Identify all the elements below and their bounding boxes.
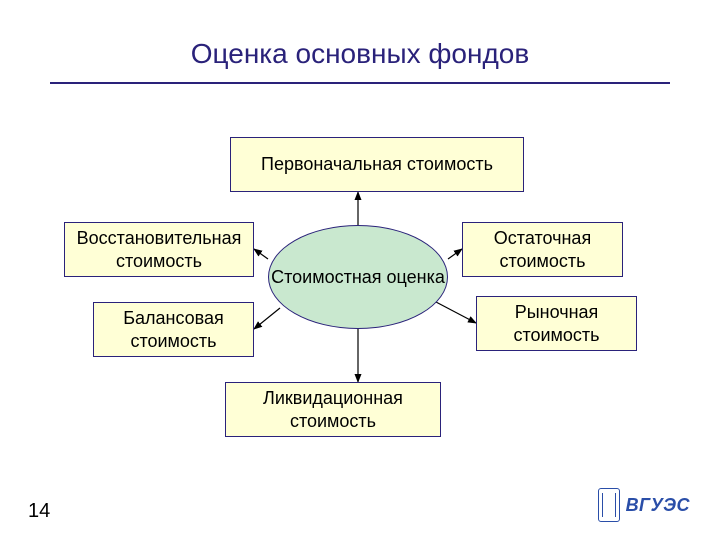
node-right-upper: Остаточная стоимость [462, 222, 623, 277]
logo-text: ВГУЭС [626, 495, 690, 516]
node-bottom-label: Ликвидационная стоимость [226, 387, 440, 432]
node-bottom: Ликвидационная стоимость [225, 382, 441, 437]
page-number: 14 [28, 501, 48, 522]
node-left-lower-label: Балансовая стоимость [94, 307, 253, 352]
node-left-lower: Балансовая стоимость [93, 302, 254, 357]
node-right-upper-label: Остаточная стоимость [463, 227, 622, 272]
center-node: Стоимостная оценка [268, 225, 448, 329]
center-node-label: Стоимостная оценка [271, 266, 445, 289]
node-top: Первоначальная стоимость [230, 137, 524, 192]
footer-logo: ВГУЭС [598, 488, 690, 522]
title-underline [50, 82, 670, 84]
node-top-label: Первоначальная стоимость [261, 153, 493, 176]
slide: { "title": "Оценка основных фондов", "pa… [0, 0, 720, 540]
node-left-upper: Восстановительная стоимость [64, 222, 254, 277]
node-left-upper-label: Восстановительная стоимость [65, 227, 253, 272]
node-right-lower: Рыночная стоимость [476, 296, 637, 351]
slide-title: Оценка основных фондов [0, 38, 720, 70]
node-right-lower-label: Рыночная стоимость [477, 301, 636, 346]
logo-icon [598, 488, 620, 522]
